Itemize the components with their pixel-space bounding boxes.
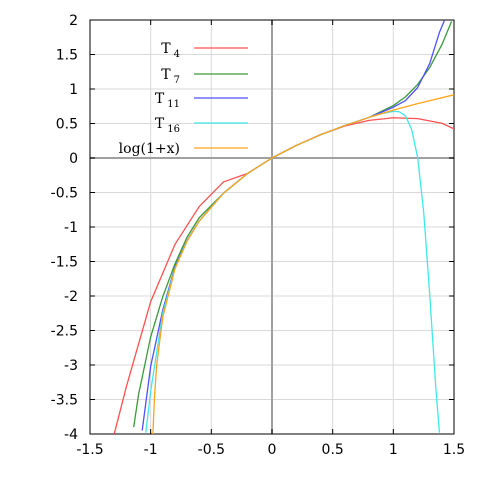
y-tick-label: 0.5	[56, 117, 78, 133]
y-tick-label: 0	[69, 151, 78, 167]
x-tick-label: 0.5	[322, 442, 344, 458]
x-tick-label: -0.5	[198, 442, 225, 458]
series-line-t-16	[145, 110, 441, 433]
y-tick-label: -3.5	[51, 393, 78, 409]
series-line-t-4	[113, 117, 454, 434]
x-tick-label: 1.5	[443, 442, 465, 458]
y-tick-label: -2.5	[51, 324, 78, 340]
series-line-log-1-x-	[152, 94, 454, 434]
y-tick-label: 1	[69, 82, 78, 98]
x-axis-ticks: -1.5 -1 -0.5 0 0.5 1 1.5	[76, 20, 465, 458]
x-tick-label: 1	[389, 442, 398, 458]
y-tick-label: -3	[64, 358, 78, 374]
legend-label-t-16: T 16	[155, 116, 180, 135]
legend-label-log-1-x-: log(1+x)	[119, 141, 180, 157]
x-tick-label: -1	[144, 442, 158, 458]
series-lines	[113, 20, 454, 434]
series-line-t-7	[133, 21, 453, 428]
x-tick-label: -1.5	[76, 442, 103, 458]
y-tick-label: -1	[64, 220, 78, 236]
legend-label-t-11: T 11	[155, 91, 180, 110]
legend: T 4 T 7 T 11 T 16 log(1+x)	[119, 41, 248, 157]
y-tick-label: 1.5	[56, 48, 78, 64]
y-axis-ticks: -4 -3.5 -3 -2.5 -2 -1.5 -1 -0.5 0 0.5 1 1.5 2	[51, 13, 454, 443]
y-tick-label: -1.5	[51, 255, 78, 271]
y-tick-label: -2	[64, 289, 78, 305]
x-tick-label: 0	[268, 442, 277, 458]
y-tick-label: -0.5	[51, 186, 78, 202]
y-tick-label: 2	[69, 13, 78, 29]
y-tick-label: -4	[64, 427, 78, 443]
